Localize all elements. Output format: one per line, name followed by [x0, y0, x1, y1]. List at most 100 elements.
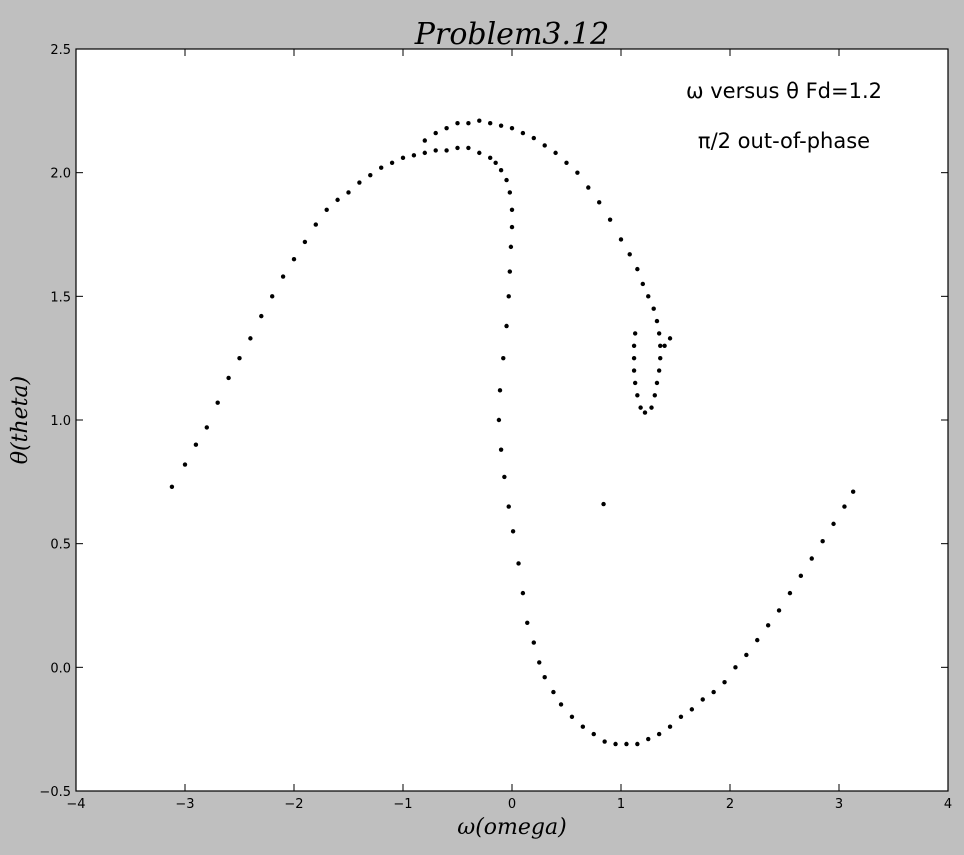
- data-point: [635, 741, 640, 747]
- data-point: [850, 489, 856, 494]
- data-point: [357, 180, 362, 185]
- data-point: [444, 148, 449, 153]
- data-point: [667, 336, 673, 341]
- data-point: [204, 425, 209, 430]
- data-point: [842, 504, 847, 509]
- data-point: [613, 741, 618, 747]
- plot-area: [76, 49, 948, 791]
- data-point: [632, 380, 638, 386]
- data-point: [400, 155, 406, 161]
- data-point: [368, 172, 373, 178]
- data-point: [531, 135, 536, 141]
- data-point: [270, 294, 275, 299]
- data-point: [466, 145, 471, 151]
- data-point: [507, 269, 513, 274]
- data-point: [656, 331, 662, 336]
- y-tick-label: 1.0: [50, 414, 71, 429]
- data-point: [553, 150, 558, 156]
- data-point: [651, 306, 656, 311]
- data-point: [422, 138, 427, 143]
- data-point: [504, 177, 509, 183]
- x-tick-label: 2: [726, 797, 734, 812]
- data-point: [496, 417, 502, 423]
- data-point: [506, 294, 511, 299]
- y-tick-label: 2.0: [50, 167, 71, 182]
- data-point: [508, 244, 514, 250]
- data-point: [313, 222, 318, 227]
- data-point: [455, 121, 460, 126]
- data-point: [667, 724, 673, 729]
- data-point: [510, 529, 516, 534]
- data-point: [324, 207, 329, 212]
- data-point: [809, 556, 814, 561]
- data-point: [700, 697, 705, 702]
- data-point: [509, 207, 515, 212]
- data-point: [502, 474, 507, 480]
- data-point: [689, 707, 695, 712]
- data-point: [635, 393, 640, 398]
- data-point: [433, 148, 438, 153]
- data-point: [346, 190, 351, 195]
- data-point: [507, 190, 513, 195]
- data-point: [618, 237, 624, 242]
- y-tick-label: −0.5: [39, 785, 71, 800]
- data-point: [820, 538, 825, 544]
- data-point: [638, 405, 643, 410]
- data-point: [488, 121, 493, 126]
- data-point: [379, 165, 384, 170]
- data-point: [654, 380, 660, 386]
- data-point: [678, 714, 684, 719]
- data-point: [497, 388, 503, 393]
- data-point: [722, 679, 727, 685]
- data-point: [632, 331, 638, 336]
- x-tick-label: 3: [835, 797, 843, 812]
- data-point: [193, 442, 199, 447]
- x-tick-label: 1: [617, 797, 625, 812]
- y-tick-label: 0.5: [50, 538, 71, 553]
- data-point: [646, 736, 651, 742]
- data-point: [280, 274, 286, 279]
- data-point: [631, 355, 637, 361]
- data-point: [591, 731, 596, 737]
- data-point: [627, 252, 632, 257]
- data-point: [537, 660, 542, 665]
- y-tick-label: 2.5: [50, 43, 71, 58]
- data-point: [509, 125, 515, 131]
- data-point: [501, 355, 506, 361]
- data-point: [602, 739, 607, 744]
- data-point: [477, 118, 482, 123]
- data-point: [831, 521, 836, 527]
- data-point: [646, 294, 651, 299]
- data-point: [498, 123, 504, 128]
- y-tick-label: 0.0: [50, 661, 71, 676]
- data-point: [215, 400, 220, 405]
- data-point: [635, 266, 640, 272]
- data-point: [493, 160, 498, 165]
- data-point: [765, 623, 771, 628]
- data-point: [649, 405, 654, 410]
- data-point: [516, 561, 521, 566]
- data-point: [580, 724, 586, 729]
- data-point: [389, 160, 395, 165]
- data-point: [506, 504, 511, 509]
- data-point: [504, 323, 509, 329]
- data-point: [551, 689, 556, 695]
- data-point: [798, 573, 804, 579]
- data-point: [520, 590, 526, 596]
- data-point: [631, 368, 637, 373]
- x-axis-label: ω(omega): [457, 815, 566, 840]
- x-tick-label: 4: [944, 797, 952, 812]
- axis-ticks: −4 −3 −2 −1 0 1 2 3 4 −0.5 0.0 0.5 1.0 1.5 2.0 2.5: [39, 43, 952, 812]
- data-point: [237, 355, 242, 361]
- data-point: [658, 343, 663, 348]
- x-tick-label: −4: [66, 797, 85, 812]
- data-point: [601, 501, 606, 507]
- data-point: [656, 368, 662, 373]
- data-point: [488, 155, 493, 161]
- x-tick-label: −1: [393, 797, 412, 812]
- data-point: [607, 217, 613, 222]
- data-point: [755, 637, 760, 643]
- data-point: [520, 130, 526, 136]
- data-point: [631, 343, 637, 348]
- data-point: [411, 153, 417, 158]
